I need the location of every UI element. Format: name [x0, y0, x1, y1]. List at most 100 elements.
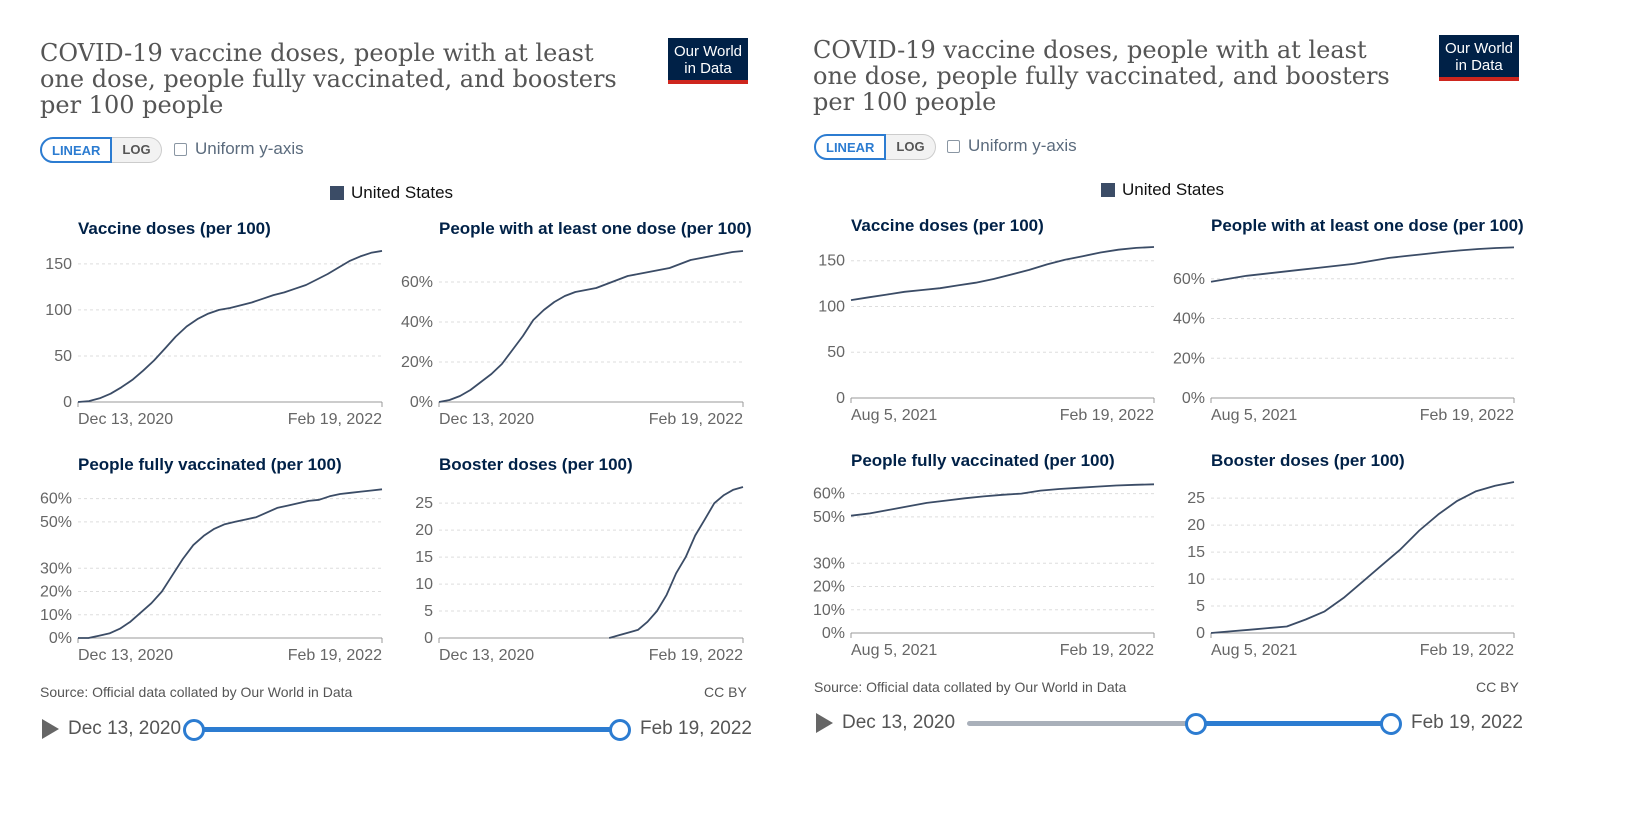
y-tick-label: 5 [424, 603, 433, 620]
scale-toggle: LINEAR LOG [40, 137, 162, 163]
x-tick-label-end: Feb 19, 2022 [1060, 642, 1154, 659]
timeline-end-handle[interactable] [1380, 713, 1402, 735]
x-tick-label-start: Dec 13, 2020 [78, 411, 173, 428]
y-tick-label: 15 [1187, 544, 1205, 561]
uniform-y-axis-label: Uniform y-axis [195, 139, 304, 158]
license-link[interactable]: CC BY [704, 684, 747, 700]
subchart-title: People with at least one dose (per 100) [439, 219, 752, 238]
y-tick-label: 10 [1187, 571, 1205, 588]
y-tick-label: 50 [54, 348, 72, 365]
source-note: Source: Official data collated by Our Wo… [814, 679, 1127, 695]
timeline-selected-range[interactable] [1195, 721, 1391, 726]
timeline-start-label: Dec 13, 2020 [842, 712, 956, 733]
y-tick-label: 0% [822, 625, 845, 642]
timeline-track[interactable] [967, 721, 1391, 726]
x-tick-label-end: Feb 19, 2022 [1420, 642, 1514, 659]
x-tick-label-end: Feb 19, 2022 [1060, 407, 1154, 424]
x-tick-label-end: Feb 19, 2022 [1420, 407, 1514, 424]
owid-logo[interactable]: Our World in Data [1439, 35, 1519, 81]
y-tick-label: 0% [1182, 390, 1205, 407]
page-title: COVID-19 vaccine doses, people with at l… [40, 39, 617, 119]
logo-line-2: in Data [1455, 57, 1503, 74]
series-line-united-states [78, 488, 383, 639]
y-tick-label: 0 [424, 630, 433, 647]
checkbox-icon [174, 142, 187, 156]
subchart-title: People fully vaccinated (per 100) [78, 455, 342, 474]
x-tick-label-start: Aug 5, 2021 [851, 407, 937, 424]
y-tick-label: 0 [1196, 625, 1205, 642]
linear-button[interactable]: LINEAR [814, 134, 887, 160]
series-line-united-states [1210, 481, 1515, 634]
y-tick-label: 0% [49, 630, 72, 647]
timeline-start-handle[interactable] [1184, 713, 1207, 735]
subchart-title: Vaccine doses (per 100) [851, 216, 1044, 235]
series-line-united-states [77, 250, 383, 403]
y-tick-label: 20 [415, 522, 433, 539]
y-tick-label: 60% [813, 486, 845, 503]
scale-toggle: LINEAR LOG [814, 134, 936, 160]
legend[interactable]: United States [1101, 180, 1224, 200]
uniform-y-axis-checkbox[interactable]: Uniform y-axis [947, 136, 1077, 156]
subchart-title: People with at least one dose (per 100) [1211, 216, 1524, 235]
x-tick-label-start: Aug 5, 2021 [1211, 407, 1297, 424]
y-tick-label: 50% [813, 509, 845, 526]
series-line-united-states [1210, 246, 1515, 283]
y-tick-label: 60% [1173, 271, 1205, 288]
logo-line-1: Our World [1444, 40, 1514, 57]
source-note: Source: Official data collated by Our Wo… [40, 684, 353, 700]
y-tick-label: 40% [401, 314, 433, 331]
legend-swatch [330, 186, 344, 200]
checkbox-icon [947, 139, 960, 153]
log-button[interactable]: LOG [112, 137, 162, 163]
y-tick-label: 15 [415, 549, 433, 566]
y-tick-label: 60% [401, 274, 433, 291]
x-tick-label-end: Feb 19, 2022 [288, 647, 382, 664]
subchart-title: Booster doses (per 100) [439, 455, 633, 474]
license-link[interactable]: CC BY [1476, 679, 1519, 695]
y-tick-label: 100 [818, 298, 845, 315]
y-tick-label: 20% [1173, 350, 1205, 367]
timeline-end-label: Feb 19, 2022 [1411, 712, 1523, 733]
y-tick-label: 25 [415, 495, 433, 512]
timeline-end-label: Feb 19, 2022 [640, 718, 752, 739]
x-tick-label-start: Dec 13, 2020 [78, 647, 173, 664]
x-tick-label-end: Feb 19, 2022 [649, 647, 743, 664]
timeline-end-handle[interactable] [609, 719, 631, 741]
timeline-track[interactable] [194, 727, 620, 732]
y-tick-label: 30% [813, 555, 845, 572]
y-tick-label: 150 [45, 256, 72, 273]
logo-line-1: Our World [673, 43, 743, 60]
right-panel: COVID-19 vaccine doses, people with at l… [813, 0, 1648, 817]
series-line-united-states [438, 250, 744, 403]
logo-line-2: in Data [684, 60, 732, 77]
y-tick-label: 50 [827, 344, 845, 361]
y-tick-label: 0 [836, 390, 845, 407]
legend-label: United States [351, 183, 454, 202]
uniform-y-axis-label: Uniform y-axis [968, 136, 1077, 155]
y-tick-label: 20 [1187, 517, 1205, 534]
play-icon[interactable] [816, 713, 833, 733]
log-button[interactable]: LOG [886, 134, 936, 160]
y-tick-label: 60% [40, 491, 72, 508]
series-line-united-states [608, 486, 744, 639]
y-tick-label: 20% [40, 584, 72, 601]
owid-logo[interactable]: Our World in Data [668, 38, 748, 84]
y-tick-label: 100 [45, 302, 72, 319]
x-tick-label-start: Dec 13, 2020 [439, 411, 534, 428]
timeline-start-handle[interactable] [183, 719, 205, 741]
timeline-start-label: Dec 13, 2020 [68, 718, 182, 739]
page-title: COVID-19 vaccine doses, people with at l… [813, 36, 1390, 116]
uniform-y-axis-checkbox[interactable]: Uniform y-axis [174, 139, 304, 159]
legend[interactable]: United States [330, 183, 453, 203]
play-icon[interactable] [42, 719, 59, 739]
y-tick-label: 50% [40, 514, 72, 531]
x-tick-label-start: Dec 13, 2020 [439, 647, 534, 664]
series-line-united-states [850, 483, 1155, 517]
subchart-title: People fully vaccinated (per 100) [851, 451, 1115, 470]
linear-button[interactable]: LINEAR [40, 137, 113, 163]
x-tick-label-start: Aug 5, 2021 [1211, 642, 1297, 659]
y-tick-label: 10% [40, 607, 72, 624]
y-tick-label: 20% [401, 354, 433, 371]
y-tick-label: 40% [1173, 311, 1205, 328]
